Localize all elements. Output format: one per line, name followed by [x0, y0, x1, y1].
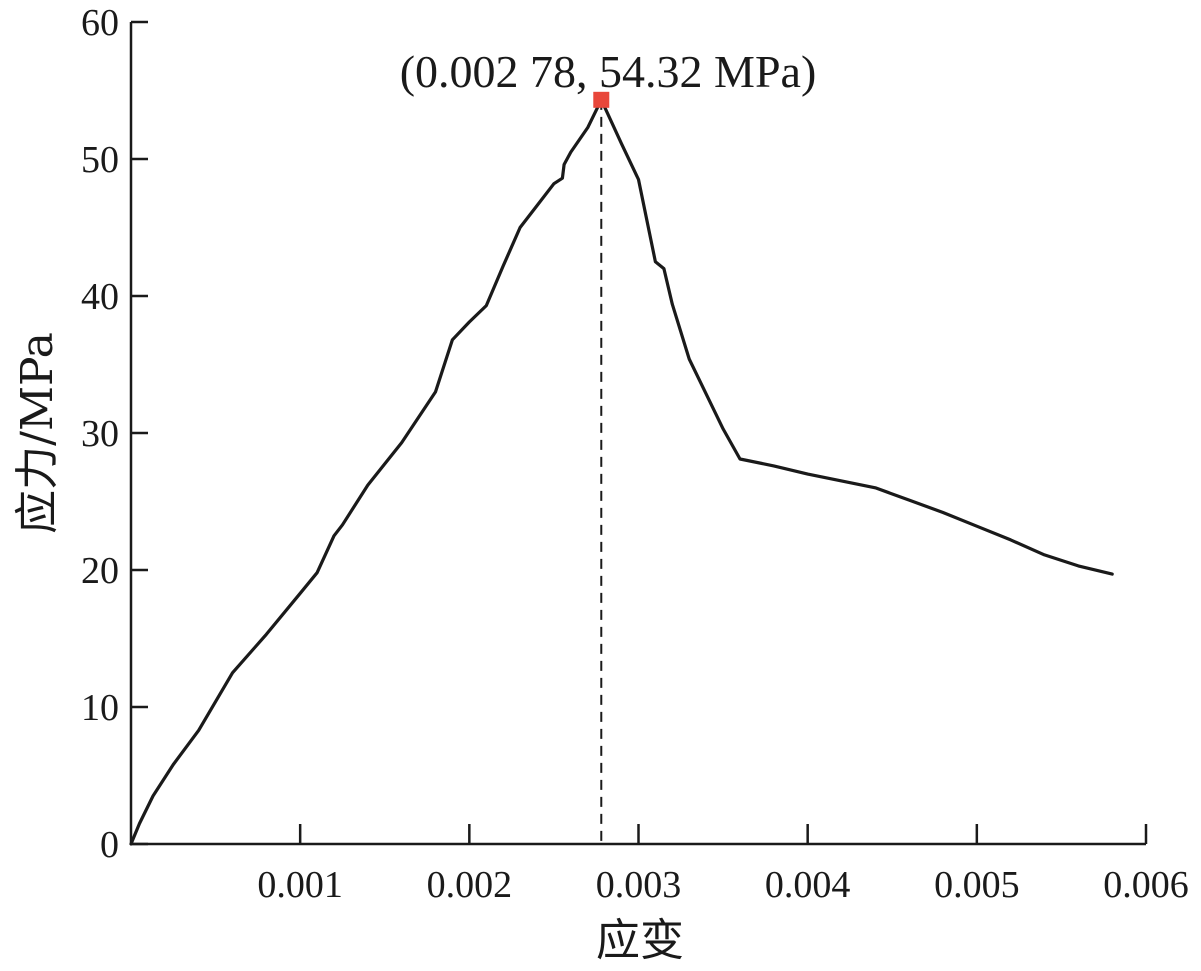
y-tick-label: 20	[81, 550, 119, 592]
y-tick-label: 60	[81, 2, 119, 44]
axes	[129, 22, 1146, 846]
peak-label: (0.002 78, 54.32 MPa)	[400, 46, 817, 97]
annotation-layer: (0.002 78, 54.32 MPa)	[400, 46, 817, 844]
x-tick-label: 0.001	[257, 864, 343, 906]
y-tick-label: 30	[81, 413, 119, 455]
axis-titles: 应变 应力/MPa	[12, 332, 684, 966]
y-tick-label: 0	[100, 824, 119, 866]
y-tick-label: 10	[81, 687, 119, 729]
series-line	[129, 98, 1114, 846]
y-tick-label: 50	[81, 139, 119, 181]
y-axis-title: 应力/MPa	[12, 332, 63, 534]
x-tick-label: 0.003	[596, 864, 682, 906]
x-tick-label: 0.004	[765, 864, 851, 906]
x-tick-label: 0.006	[1103, 864, 1189, 906]
ticks: 0 10 20 30 40 50 60 0.001 0.002 0.003 0.004 0.005 0.…	[81, 2, 1189, 906]
peak-marker	[593, 91, 610, 108]
x-axis-title: 应变	[596, 915, 684, 966]
x-tick-label: 0.005	[934, 864, 1020, 906]
x-tick-label: 0.002	[427, 864, 513, 906]
plot-area	[129, 98, 1114, 846]
y-tick-label: 40	[81, 276, 119, 318]
